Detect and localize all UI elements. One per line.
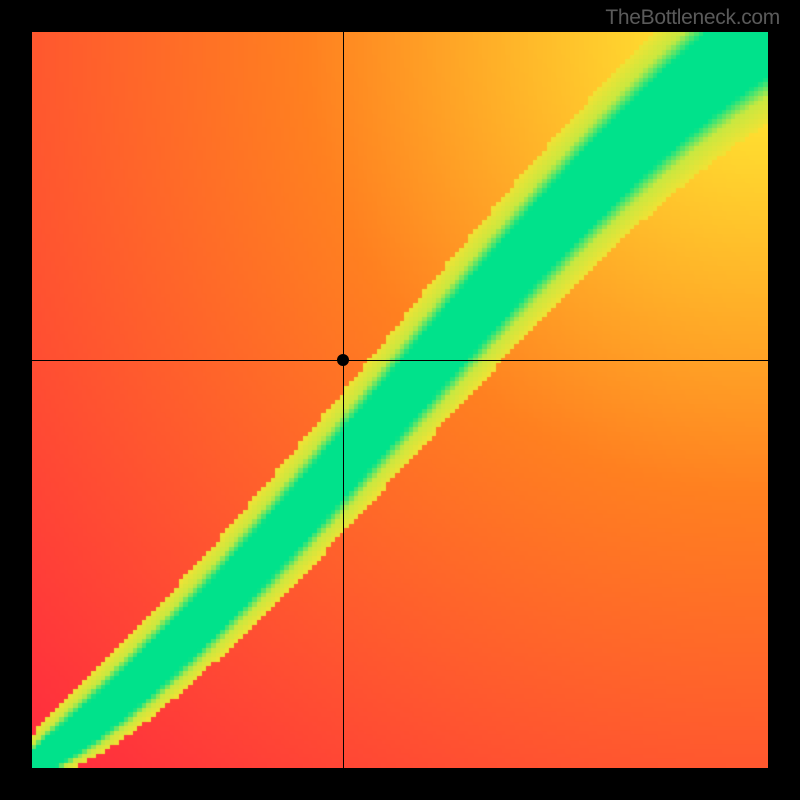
heatmap-canvas: [32, 32, 768, 768]
marker-dot: [337, 354, 349, 366]
crosshair-vertical: [343, 32, 344, 768]
chart-container: TheBottleneck.com: [0, 0, 800, 800]
watermark-text: TheBottleneck.com: [605, 6, 780, 30]
crosshair-horizontal: [32, 360, 768, 361]
plot-area: [32, 32, 768, 768]
